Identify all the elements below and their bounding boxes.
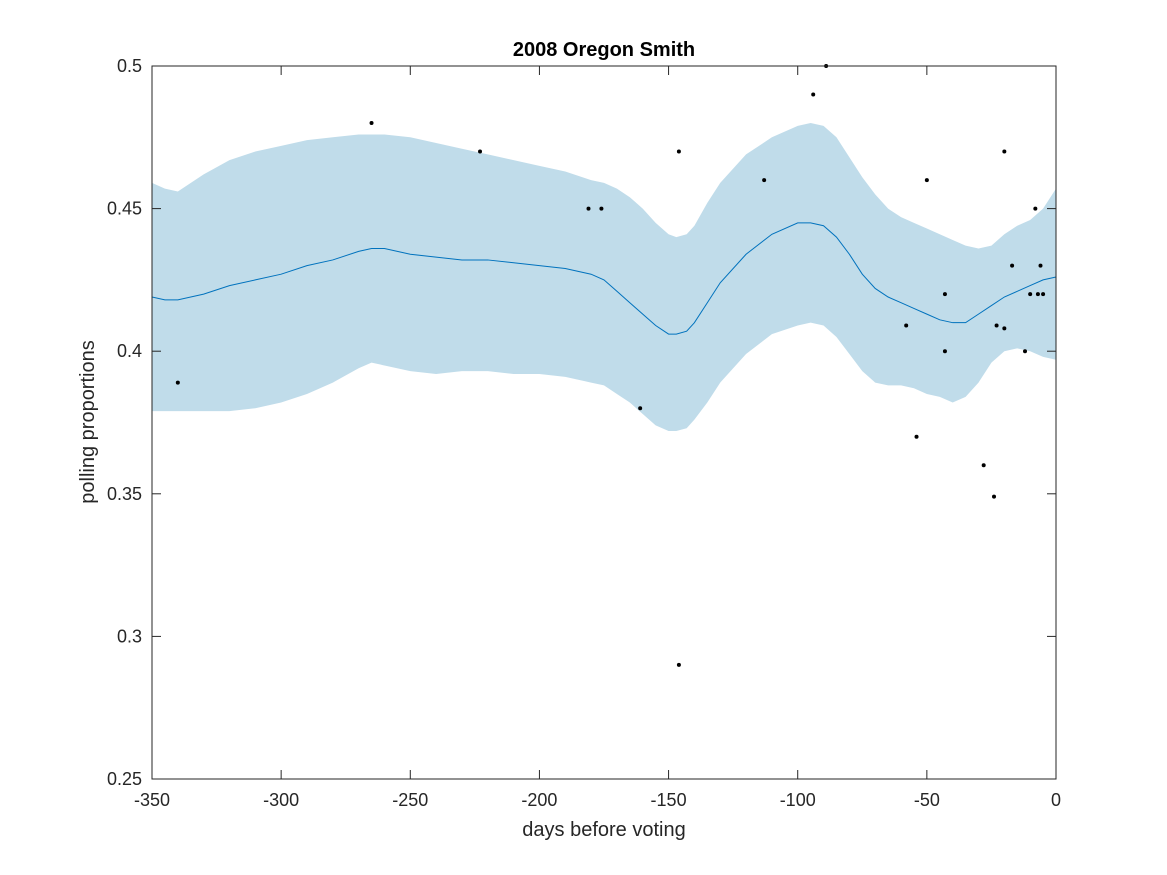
x-tick-label: -350: [134, 790, 170, 810]
poll-point: [992, 494, 997, 499]
x-tick-label: -300: [263, 790, 299, 810]
y-tick-label: 0.5: [117, 56, 142, 76]
poll-point: [942, 292, 947, 297]
poll-point: [994, 323, 999, 328]
y-tick-label: 0.25: [107, 769, 142, 789]
poll-point: [676, 149, 681, 154]
poll-point: [599, 206, 604, 211]
poll-point: [1010, 263, 1015, 268]
poll-point: [1023, 349, 1028, 354]
y-tick-label: 0.3: [117, 626, 142, 646]
poll-points-layer: [175, 64, 1046, 667]
poll-point: [904, 323, 909, 328]
x-tick-label: -100: [780, 790, 816, 810]
poll-point: [369, 121, 374, 126]
y-axis-ticks: 0.25 0.3 0.35 0.4 0.45 0.5: [107, 56, 1056, 789]
x-tick-label: -250: [392, 790, 428, 810]
x-tick-label: -200: [521, 790, 557, 810]
x-axis-ticks: -350 -300 -250 -200 -150 -100 -50 0: [134, 66, 1061, 810]
poll-point: [981, 463, 986, 468]
poll-point: [942, 349, 947, 354]
trend-line-layer: [151, 222, 1057, 335]
poll-point: [586, 206, 591, 211]
confidence-band: [152, 123, 1056, 432]
x-tick-label: -150: [651, 790, 687, 810]
trend-line: [151, 222, 1057, 335]
poll-point: [676, 662, 681, 667]
poll-point: [478, 149, 483, 154]
poll-point: [914, 434, 919, 439]
poll-point: [175, 380, 180, 385]
poll-point: [1002, 149, 1007, 154]
confidence-band-layer: [152, 123, 1056, 432]
poll-point: [1035, 292, 1040, 297]
axes-box: [151, 65, 1057, 780]
y-tick-label: 0.45: [107, 199, 142, 219]
x-axis-label: days before voting: [522, 819, 685, 841]
poll-point: [1002, 326, 1007, 331]
y-tick-label: 0.4: [117, 341, 142, 361]
poll-point: [638, 406, 643, 411]
poll-point: [762, 178, 767, 183]
poll-point: [1041, 292, 1046, 297]
x-tick-label: -50: [914, 790, 940, 810]
poll-point: [924, 178, 929, 183]
x-tick-label: 0: [1051, 790, 1061, 810]
y-tick-label: 0.35: [107, 484, 142, 504]
poll-point: [1033, 206, 1038, 211]
chart-title: 2008 Oregon Smith: [513, 39, 695, 61]
poll-point: [811, 92, 816, 97]
poll-point: [1028, 292, 1033, 297]
poll-point: [1038, 263, 1043, 268]
y-axis-label: polling proportions: [77, 340, 99, 503]
